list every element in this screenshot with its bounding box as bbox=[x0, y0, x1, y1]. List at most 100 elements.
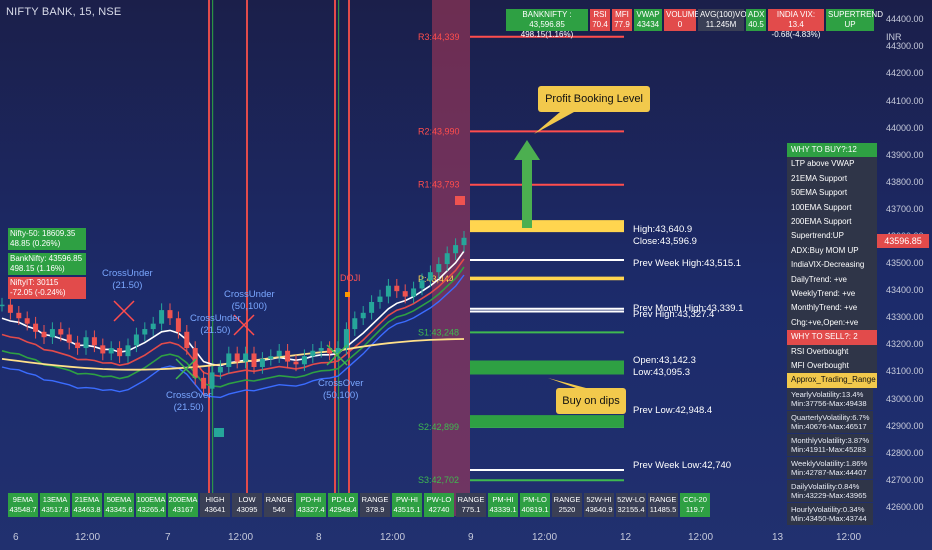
indicator-box: VWAP 43434 bbox=[634, 9, 662, 31]
candle bbox=[436, 264, 442, 273]
session-line bbox=[334, 0, 336, 516]
index-card: NiftyIT: 30115 -72.05 (-0.24%) bbox=[8, 277, 86, 299]
candle bbox=[453, 245, 459, 254]
volatility-range: HourlyVolatility:0.34% Min:43450-Max:4374… bbox=[787, 502, 873, 525]
candle bbox=[268, 356, 274, 359]
prev-week-low-label: Prev Week Low:42,740 bbox=[633, 460, 732, 471]
candle bbox=[243, 353, 249, 362]
candle bbox=[184, 331, 190, 349]
indicator-box: MFI 77.9 bbox=[612, 9, 632, 31]
index-card: BankNifty: 43596.85 498.15 (1.16%) bbox=[8, 253, 86, 275]
candle bbox=[427, 272, 433, 281]
indicator-box: ADX 40.5 bbox=[746, 9, 766, 31]
x-tick-label: 13 bbox=[772, 532, 784, 543]
bottom-indicator-box: 52W-LO 32155.4 bbox=[616, 493, 646, 517]
candle bbox=[7, 304, 13, 313]
y-tick-label: 42600.00 bbox=[886, 501, 924, 512]
buy-reason: 200EMA Support bbox=[787, 215, 877, 231]
sell-tag bbox=[455, 196, 465, 205]
y-tick-label: 43500.00 bbox=[886, 258, 924, 269]
candle bbox=[125, 345, 131, 357]
y-tick-label: 44000.00 bbox=[886, 122, 924, 133]
prev-low-label: Prev Low:42,948.4 bbox=[633, 405, 713, 416]
y-tick-label: 43900.00 bbox=[886, 149, 924, 160]
candle bbox=[335, 348, 341, 354]
y-tick-label: 43300.00 bbox=[886, 312, 924, 323]
low-label: Low:43,095.3 bbox=[633, 367, 691, 378]
close-label: Close:43,596.9 bbox=[633, 236, 697, 247]
ema200-line bbox=[1, 338, 465, 371]
bottom-indicator-box: PM-HI 43339.1 bbox=[488, 493, 518, 517]
callout-tail bbox=[548, 378, 586, 388]
bottom-indicator-box: RANGE 11485.5 bbox=[648, 493, 678, 517]
y-tick-label: 44100.00 bbox=[886, 95, 924, 106]
bottom-indicator-box: 52W-HI 43640.9 bbox=[584, 493, 614, 517]
chart-title: NIFTY BANK, 15, NSE bbox=[6, 6, 122, 18]
y-tick-label: 44300.00 bbox=[886, 41, 924, 52]
candle bbox=[385, 285, 391, 297]
candle bbox=[142, 329, 148, 335]
buy-reason: ADX:Buy MOM UP bbox=[787, 243, 877, 260]
candle bbox=[150, 323, 156, 330]
candle bbox=[83, 337, 89, 349]
indicator-box: RSI 70.4 bbox=[590, 9, 610, 31]
high-label: High:43,640.9 bbox=[633, 224, 693, 235]
x-tick-label: 12:00 bbox=[75, 532, 101, 543]
candle bbox=[285, 350, 291, 362]
x-tick-label: 12:00 bbox=[380, 532, 406, 543]
pivot-label: S2:42,899 bbox=[418, 422, 459, 432]
x-tick-label: 12:00 bbox=[532, 532, 558, 543]
volatility-range: DailyVolatility:0.84% Min:43229-Max:43965 bbox=[787, 479, 873, 502]
x-tick-label: 12:00 bbox=[228, 532, 254, 543]
pivot-label: R3:44,339 bbox=[418, 32, 460, 42]
bottom-indicator-box: 200EMA 43167 bbox=[168, 493, 198, 517]
session-line bbox=[348, 0, 350, 516]
y-tick-label: 44400.00 bbox=[886, 14, 924, 25]
buy-reason: Chg:+ve,Open:+ve bbox=[787, 315, 877, 332]
candle bbox=[276, 350, 282, 357]
sell-reason: MFI Overbought bbox=[787, 359, 877, 374]
buy-reason: Supertrend:UP bbox=[787, 229, 877, 245]
why-buy-header: WHY TO BUY?:12 bbox=[787, 143, 877, 158]
y-tick-label: 42800.00 bbox=[886, 447, 924, 458]
candle bbox=[117, 348, 123, 357]
buy-reason: MonthlyTrend: +ve bbox=[787, 301, 877, 317]
candle bbox=[0, 304, 5, 307]
candle bbox=[419, 280, 425, 289]
candle bbox=[360, 312, 366, 319]
candle bbox=[343, 329, 349, 349]
buy-reason: 21EMA Support bbox=[787, 171, 877, 188]
candle bbox=[327, 348, 333, 354]
crossunder-2-label: CrossUnder (21.50) bbox=[190, 313, 241, 336]
candle bbox=[217, 367, 223, 373]
prev-high-label: Prev High:43,327.4 bbox=[633, 309, 715, 320]
profit-booking-callout: Profit Booking Level bbox=[538, 86, 650, 112]
candle bbox=[192, 348, 198, 378]
bottom-indicator-box: 13EMA 43517.8 bbox=[40, 493, 70, 517]
volatility-range: QuarterlyVolatility:6.7% Min:40676-Max:46… bbox=[787, 410, 873, 433]
trading-range-header: Approx_Trading_Range bbox=[787, 373, 877, 388]
bottom-indicator-box: RANGE 546 bbox=[264, 493, 294, 517]
candle bbox=[318, 348, 324, 351]
candle bbox=[293, 361, 299, 365]
candle bbox=[209, 372, 215, 389]
bottom-indicator-box: PM-LO 40819.1 bbox=[520, 493, 550, 517]
buy-reason: WeeklyTrend: +ve bbox=[787, 287, 877, 303]
candle bbox=[301, 356, 307, 365]
y-tick-label: 43400.00 bbox=[886, 285, 924, 296]
indicator-box: VOLUME 0 bbox=[664, 9, 700, 31]
y-tick-label: 43200.00 bbox=[886, 339, 924, 350]
buy-reason: 50EMA Support bbox=[787, 186, 877, 202]
session-line bbox=[212, 0, 214, 516]
session-line bbox=[208, 0, 210, 516]
volatility-range: MonthlyVolatility:3.87% Min:41911-Max:452… bbox=[787, 433, 873, 456]
candle bbox=[352, 318, 358, 330]
candle bbox=[133, 334, 139, 346]
candle bbox=[226, 353, 232, 368]
crossunder-3-label: CrossUnder (50,100) bbox=[224, 289, 275, 312]
x-tick-label: 8 bbox=[316, 532, 322, 543]
candle bbox=[377, 296, 383, 302]
cross-marker bbox=[326, 344, 348, 366]
bottom-indicator-box: PD-LO 42948.4 bbox=[328, 493, 358, 517]
bottom-indicator-box: 100EMA 43265.4 bbox=[136, 493, 166, 517]
